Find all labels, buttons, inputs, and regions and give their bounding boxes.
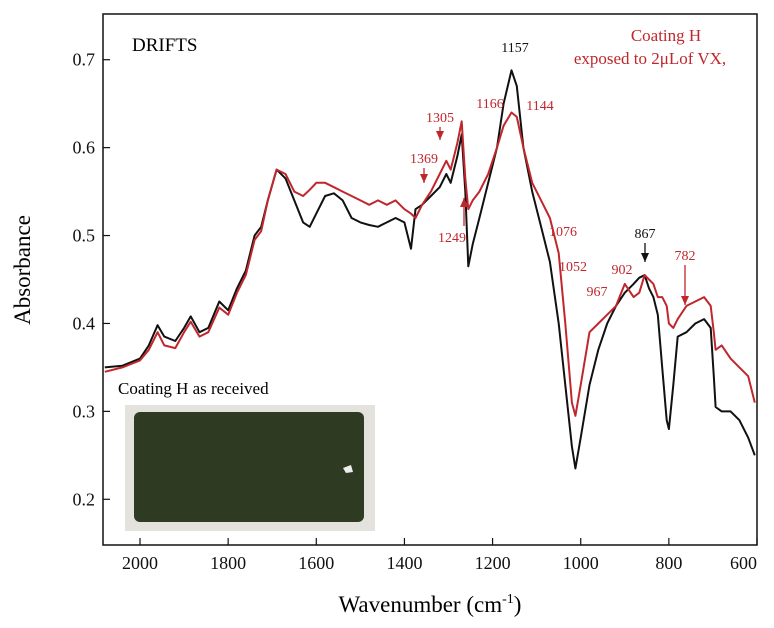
peak-arrow-head: [420, 174, 428, 183]
x-tick-label: 1800: [210, 553, 246, 573]
inset-photo: [125, 405, 375, 531]
peak-label: 1157: [501, 41, 528, 56]
peak-label: 1249: [438, 231, 466, 246]
annotation: Coating H: [631, 26, 701, 45]
annotation: DRIFTS: [132, 35, 197, 56]
y-tick-label: 0.6: [73, 138, 96, 158]
peak-label: 1144: [526, 99, 553, 114]
peak-label: 1305: [426, 111, 454, 126]
y-tick-label: 0.4: [73, 313, 96, 333]
plot-frame: [102, 13, 758, 546]
x-axis-label-text: Wavenumber (cm: [339, 592, 503, 617]
x-tick-label: 1600: [298, 553, 334, 573]
y-tick-label: 0.5: [73, 226, 96, 246]
peak-label: 867: [635, 227, 656, 242]
peak-arrow-head: [681, 296, 689, 305]
y-axis-label: Absorbance: [10, 215, 35, 325]
peak-arrow-head: [641, 253, 649, 262]
peak-label: 1369: [410, 152, 438, 167]
peak-label: 1052: [559, 260, 587, 275]
x-tick-label: 1400: [386, 553, 422, 573]
y-tick-label: 0.7: [73, 50, 96, 70]
x-tick-label: 1200: [475, 553, 511, 573]
peak-arrow-head: [436, 131, 444, 140]
spectrum-line: [104, 111, 756, 417]
x-axis-label-sup: -1: [502, 592, 514, 607]
x-axis-label: Wavenumber (cm-1): [339, 592, 522, 617]
x-axis-label-end: ): [514, 592, 522, 617]
photo-spot: [343, 465, 353, 473]
x-tick-label: 800: [655, 553, 682, 573]
spectrum-line: [104, 69, 756, 470]
peak-label: 1076: [549, 225, 577, 240]
peak-label: 782: [675, 249, 696, 264]
annotation: Coating H as received: [118, 379, 269, 398]
peak-arrow-head: [460, 198, 468, 207]
x-tick-label: 2000: [122, 553, 158, 573]
x-tick-label: 600: [730, 553, 757, 573]
annotation: exposed to 2μLof VX,: [574, 49, 726, 68]
x-tick-label: 1000: [563, 553, 599, 573]
peak-label: 967: [587, 285, 608, 300]
peak-label: 1166: [476, 97, 503, 112]
y-tick-label: 0.3: [73, 401, 96, 421]
coating-panel: [134, 412, 364, 522]
y-tick-label: 0.2: [73, 489, 96, 509]
peak-label: 902: [612, 263, 633, 278]
